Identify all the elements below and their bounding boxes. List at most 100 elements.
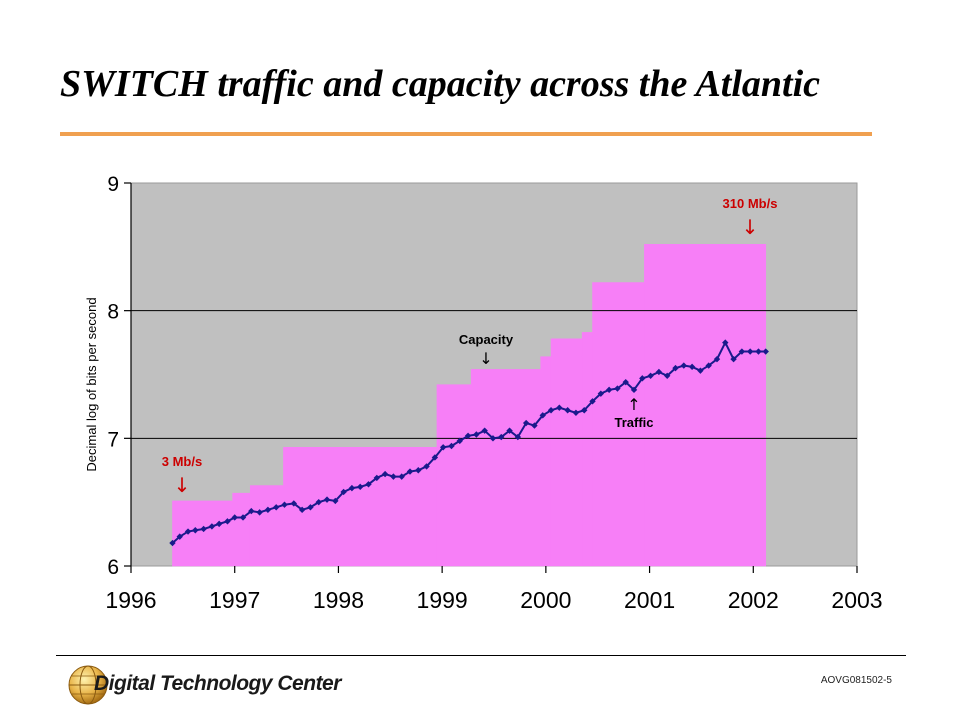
traffic-point [406,468,414,475]
traffic-point [256,509,263,516]
traffic-point [506,427,513,434]
traffic-point [722,339,729,346]
traffic-point [498,433,505,441]
traffic-capacity-chart: 6 7 8 9 1996 1997 1998 1999 2000 2001 2002 2003 Deci… [84,173,883,613]
traffic-point [231,514,238,521]
x-tick-label-1996: 1996 [105,587,156,613]
traffic-point [381,470,389,478]
traffic-point [307,504,314,511]
traffic-point [481,427,488,434]
traffic-point [456,437,463,445]
traffic-point [200,525,207,533]
traffic-point [680,362,687,369]
traffic-point [431,454,439,461]
annotation-310mbs-arrow: ↓ [742,215,759,239]
traffic-point [281,501,288,508]
traffic-point [315,498,322,506]
traffic-point [597,390,605,397]
traffic-point [169,539,176,547]
traffic-point [647,372,654,379]
traffic-point [390,473,397,480]
traffic-point [572,409,580,416]
traffic-point [581,407,588,414]
traffic-point [323,496,331,503]
annotation-capacity-arrow: ↓ [479,349,492,368]
traffic-point [489,435,497,442]
x-tick-label-2001: 2001 [624,587,675,613]
traffic-point [705,362,712,369]
traffic-point [473,431,480,438]
traffic-point [622,378,629,386]
x-tick-label-2000: 2000 [520,587,571,613]
traffic-point [357,483,364,491]
traffic-point [290,500,298,507]
traffic-point [332,497,339,505]
traffic-point [762,348,769,355]
traffic-point [564,407,571,414]
title-divider [60,132,872,136]
digital-technology-center-logo: Digital Technology Center [68,662,341,708]
traffic-point [605,386,613,394]
x-tick-label-2003: 2003 [831,587,882,613]
traffic-point [176,533,183,540]
capacity-area [172,243,767,567]
globe-icon [68,665,108,705]
annotation-traffic: Traffic [614,415,653,430]
slide-title: SWITCH traffic and capacity across the A… [60,63,821,105]
traffic-point [464,432,472,439]
traffic-point [630,386,638,394]
annotation-310mbs: 310 Mb/s [723,196,778,211]
traffic-point [224,518,231,525]
traffic-point [192,527,199,534]
traffic-point [373,474,381,482]
traffic-point [423,463,430,470]
traffic-point [655,368,663,376]
y-tick-label-8: 8 [107,301,119,324]
y-tick-label-9: 9 [107,173,119,196]
traffic-point [273,504,280,511]
traffic-point [746,348,754,355]
traffic-point [264,506,272,514]
traffic-point [215,520,223,528]
traffic-point [415,467,422,474]
traffic-point [398,473,405,480]
x-tick-label-1998: 1998 [313,587,364,613]
y-axis-label: Decimal log of bits per second [84,297,99,471]
traffic-point [208,523,216,530]
traffic-point [556,404,563,411]
traffic-point [539,412,546,419]
x-tick-label-2002: 2002 [728,587,779,613]
traffic-point [688,363,696,371]
traffic-point [365,481,372,488]
y-tick-label-6: 6 [107,556,119,579]
traffic-point [639,375,646,382]
annotation-3mbs: 3 Mb/s [162,454,202,469]
traffic-point [664,372,671,379]
slide-code: AOVG081502-5 [820,675,892,686]
traffic-point [514,433,522,441]
traffic-point [589,398,596,405]
traffic-point [340,488,347,496]
traffic-point [713,355,721,363]
traffic-point [448,442,455,450]
annotation-3mbs-arrow: ↓ [174,473,191,497]
y-tick-label-7: 7 [107,428,119,451]
footer-divider [56,655,906,656]
x-tick-label-1999: 1999 [417,587,468,613]
traffic-point [547,407,555,414]
annotation-traffic-arrow: ↑ [627,395,640,414]
traffic-point [184,528,192,535]
traffic-point [614,385,621,392]
traffic-point [298,506,306,514]
traffic-point [348,484,356,492]
annotation-capacity: Capacity [459,332,514,347]
traffic-point [531,422,538,429]
traffic-point [522,419,530,427]
traffic-point [439,444,447,451]
traffic-point [239,514,247,521]
traffic-point [672,364,679,372]
logo-text: Digital Technology Center [94,672,341,695]
traffic-point [755,348,762,355]
traffic-point [248,507,255,515]
traffic-point [697,367,704,374]
